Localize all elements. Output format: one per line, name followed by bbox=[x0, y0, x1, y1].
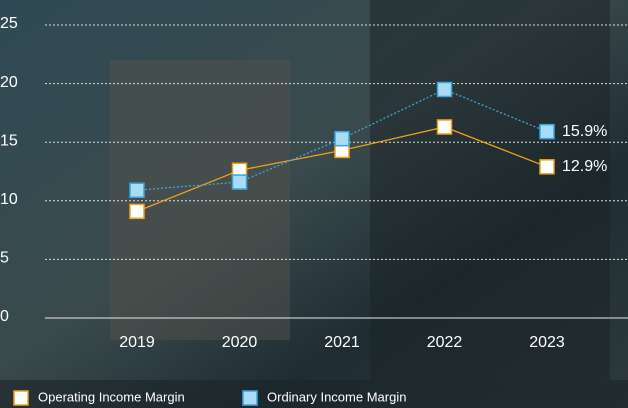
y-tick-label: 20 bbox=[0, 74, 18, 91]
data-label: 15.9% bbox=[562, 123, 607, 140]
marker bbox=[129, 182, 145, 199]
y-tick-label: 25 bbox=[0, 15, 18, 32]
x-tick-label: 2020 bbox=[222, 334, 258, 351]
x-tick-label: 2022 bbox=[427, 334, 463, 351]
marker bbox=[334, 130, 350, 147]
legend-marker bbox=[13, 390, 29, 406]
marker bbox=[436, 119, 453, 135]
y-tick-label: 5 bbox=[0, 250, 9, 267]
x-tick-label: 2023 bbox=[529, 334, 565, 351]
marker bbox=[539, 123, 555, 140]
x-tick-label: 2021 bbox=[324, 334, 360, 351]
background-figure bbox=[370, 0, 610, 380]
x-tick-label: 2019 bbox=[119, 334, 155, 351]
series-line bbox=[136, 88, 548, 191]
data-label: 12.9% bbox=[562, 158, 607, 175]
legend-label: Operating Income Margin bbox=[38, 389, 185, 404]
legend-marker bbox=[242, 390, 258, 406]
y-tick-label: 15 bbox=[0, 132, 18, 149]
marker bbox=[539, 159, 555, 175]
marker bbox=[129, 203, 145, 220]
y-tick-label: 0 bbox=[0, 308, 9, 325]
legend-band bbox=[0, 380, 628, 408]
marker bbox=[231, 174, 248, 190]
marker bbox=[436, 81, 453, 98]
y-tick-label: 10 bbox=[0, 191, 18, 208]
legend-label: Ordinary Income Margin bbox=[267, 389, 406, 404]
background-wall bbox=[110, 60, 290, 340]
